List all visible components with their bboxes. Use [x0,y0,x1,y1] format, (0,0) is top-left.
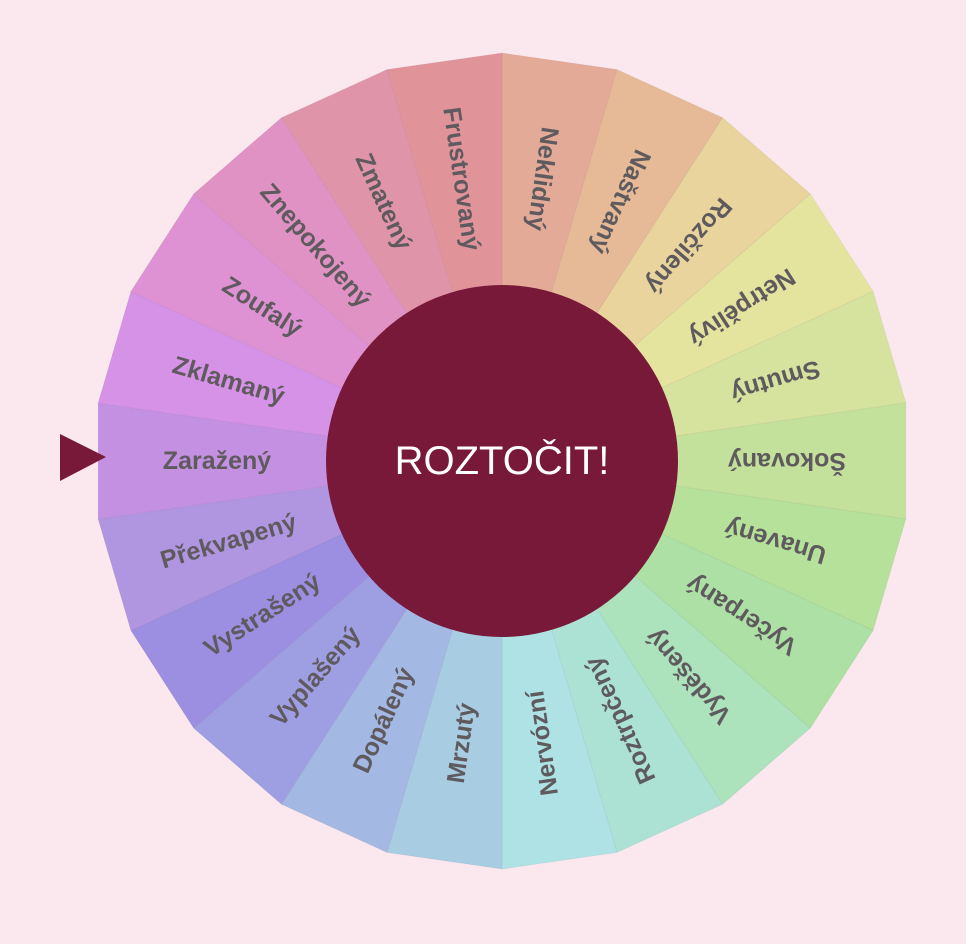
wheel-segment-label: Šokovaný [728,447,846,477]
wheel-segment-label: Zaražený [163,447,271,475]
spin-button-circle[interactable] [326,285,678,637]
spin-button-label[interactable]: ROZTOČIT! [395,438,610,483]
spin-button[interactable]: ROZTOČIT! [326,285,678,637]
pointer-arrow-icon [60,434,106,481]
